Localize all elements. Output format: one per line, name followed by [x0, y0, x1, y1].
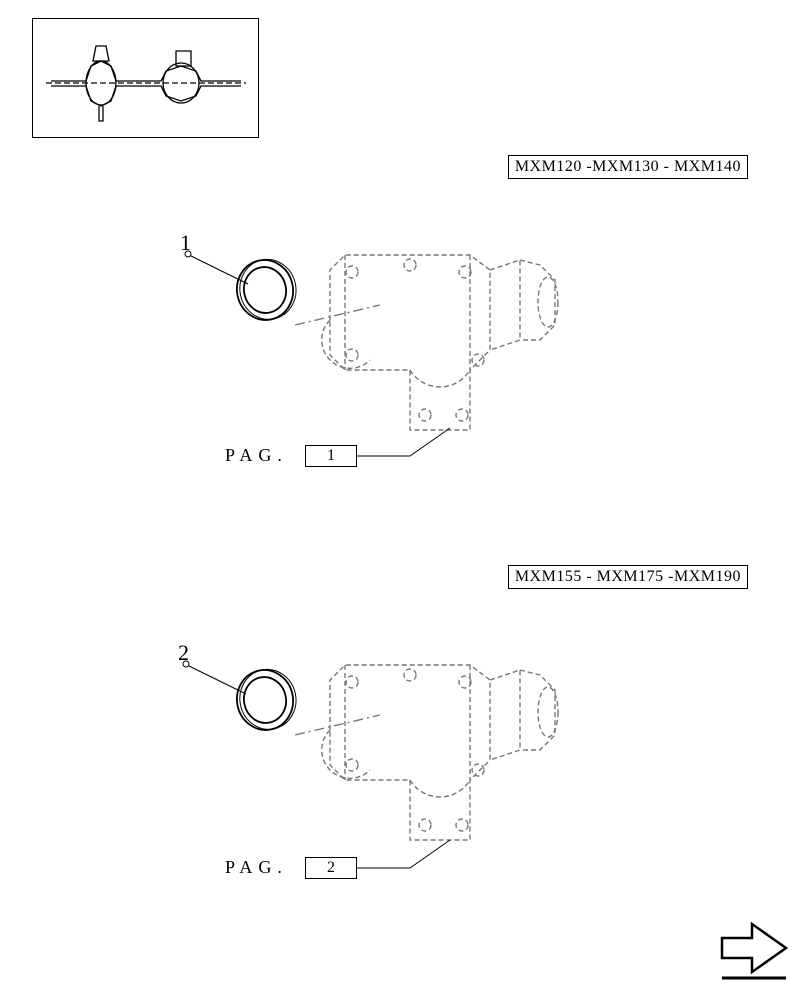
page-ref-label-top: PAG.: [225, 445, 288, 466]
page-ref-leader-bottom: [355, 832, 475, 882]
next-page-icon[interactable]: [718, 920, 790, 982]
page-ref-value-top: 1: [305, 445, 357, 467]
page-ref-leader-top: [355, 420, 475, 470]
model-label-top: MXM120 -MXM130 - MXM140: [508, 155, 748, 179]
page-ref-label-bottom: PAG.: [225, 857, 288, 878]
model-label-bottom: MXM155 - MXM175 -MXM190: [508, 565, 748, 589]
axle-thumbnail-svg: [41, 26, 251, 131]
reference-thumbnail: [32, 18, 259, 138]
page-ref-value-bottom: 2: [305, 857, 357, 879]
